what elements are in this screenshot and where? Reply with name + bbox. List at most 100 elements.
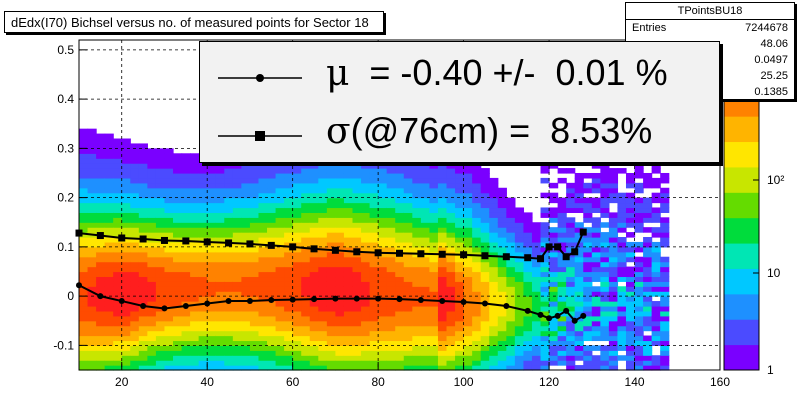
heatmap-cell (643, 266, 653, 273)
heatmap-cell (275, 340, 285, 346)
sigma-value: (@76cm) = 8.53% (350, 110, 653, 151)
heatmap-cell (249, 301, 260, 307)
heatmap-cell (378, 310, 388, 317)
heatmap-cell (446, 246, 456, 253)
heatmap-cell (403, 256, 413, 263)
heatmap-cell (79, 237, 89, 243)
series-point-square (571, 248, 579, 256)
heatmap-cell (155, 227, 166, 233)
heatmap-cell (215, 168, 225, 174)
heatmap-cell (651, 192, 661, 199)
heatmap-cell (403, 310, 413, 317)
heatmap-cell (361, 291, 371, 297)
heatmap-cell (429, 241, 439, 248)
heatmap-cell (574, 172, 584, 179)
heatmap-cell (292, 163, 302, 169)
heatmap-cell (155, 182, 166, 189)
heatmap-cell (463, 237, 473, 243)
heatmap-cell (258, 286, 268, 292)
heatmap-cell (420, 340, 431, 346)
heatmap-cell (437, 320, 448, 327)
heatmap-cell (574, 310, 584, 317)
heatmap-cell (437, 237, 448, 243)
heatmap-cell (420, 296, 431, 302)
heatmap-cell (361, 177, 371, 184)
heatmap-cell (352, 271, 362, 278)
heatmap-cell (79, 177, 89, 184)
heatmap-cell (173, 177, 183, 184)
heatmap-cell (497, 241, 507, 248)
heatmap-cell (583, 241, 593, 248)
heatmap-cell (173, 202, 183, 209)
heatmap-cell (335, 310, 345, 317)
heatmap-cell (463, 345, 473, 351)
heatmap-cell (540, 222, 550, 228)
heatmap-cell (267, 335, 277, 342)
heatmap-cell (343, 232, 354, 238)
heatmap-cell (343, 202, 354, 209)
heatmap-cell (386, 266, 396, 273)
heatmap-cell (164, 158, 174, 164)
heatmap-cell (335, 286, 345, 292)
heatmap-cell (181, 217, 191, 223)
heatmap-cell (292, 217, 302, 223)
heatmap-cell (489, 222, 499, 228)
heatmap-cell (232, 172, 242, 179)
heatmap-cell (403, 227, 413, 233)
heatmap-cell (224, 177, 234, 184)
heatmap-cell (608, 325, 619, 332)
heatmap-cell (514, 360, 525, 366)
heatmap-cell (643, 261, 653, 268)
heatmap-cell (113, 202, 123, 209)
mu-value: = -0.40 +/- 0.01 % (349, 52, 668, 93)
heatmap-cell (566, 296, 576, 302)
heatmap-cell (608, 345, 619, 351)
heatmap-cell (232, 291, 242, 297)
heatmap-cell (309, 202, 319, 209)
heatmap-cell (173, 187, 183, 194)
heatmap-cell (241, 365, 251, 371)
heatmap-cell (566, 365, 576, 371)
heatmap-cell (121, 168, 131, 174)
heatmap-cell (403, 192, 413, 199)
heatmap-cell (343, 217, 354, 223)
heatmap-cell (224, 222, 234, 228)
heatmap-cell (557, 320, 567, 327)
heatmap-cell (173, 310, 183, 317)
heatmap-cell (121, 315, 131, 322)
heatmap-cell (643, 281, 653, 287)
heatmap-cell (412, 187, 422, 194)
heatmap-cell (164, 256, 174, 263)
heatmap-cell (164, 266, 174, 273)
heatmap-cell (267, 217, 277, 223)
heatmap-cell (292, 305, 302, 312)
heatmap-cell (79, 261, 89, 268)
heatmap-cell (181, 241, 191, 248)
heatmap-cell (215, 163, 225, 169)
heatmap-cell (164, 197, 174, 204)
heatmap-cell (113, 286, 123, 292)
heatmap-cell (138, 281, 148, 287)
heatmap-cell (455, 335, 465, 342)
heatmap-cell (472, 256, 482, 263)
heatmap-cell (241, 330, 251, 337)
heatmap-cell (625, 192, 636, 199)
heatmap-cell (138, 350, 148, 356)
heatmap-cell (361, 276, 371, 282)
heatmap-cell (634, 172, 644, 179)
heatmap-cell (335, 237, 345, 243)
heatmap-cell (583, 256, 593, 263)
heatmap-cell (241, 207, 251, 213)
heatmap-cell (455, 187, 465, 194)
series-point-square (182, 237, 190, 245)
heatmap-cell (455, 320, 465, 327)
heatmap-cell (634, 301, 644, 307)
heatmap-cell (258, 177, 268, 184)
sigma-symbol: σ (326, 111, 351, 152)
heatmap-cell (463, 340, 473, 346)
series-point-square (502, 253, 510, 261)
heatmap-cell (480, 266, 490, 273)
heatmap-cell (386, 207, 396, 213)
heatmap-cell (403, 315, 413, 322)
heatmap-cell (326, 345, 336, 351)
